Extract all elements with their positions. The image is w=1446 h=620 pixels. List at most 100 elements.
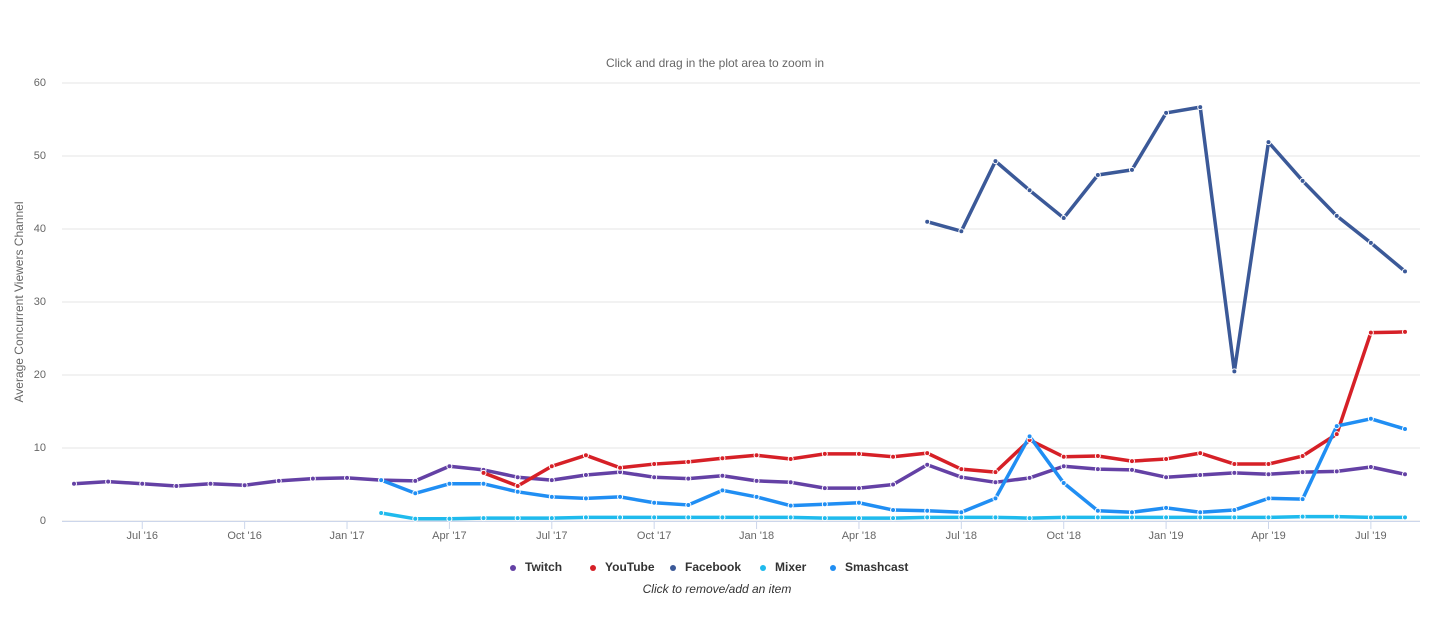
point	[514, 482, 521, 489]
series-line	[482, 330, 1406, 488]
x-tick-label: Jul '19	[1355, 530, 1386, 542]
point	[1367, 514, 1374, 521]
y-tick-label: 10	[34, 442, 46, 454]
point	[1128, 458, 1135, 465]
point	[992, 158, 999, 165]
point	[548, 515, 555, 522]
point	[1299, 177, 1306, 184]
series-line	[73, 463, 1406, 490]
point	[1402, 514, 1408, 521]
point	[1367, 415, 1374, 422]
point	[617, 493, 624, 500]
point	[924, 450, 931, 457]
point	[992, 469, 999, 476]
point	[548, 477, 555, 484]
point	[821, 485, 828, 492]
point	[1094, 171, 1101, 178]
point	[617, 514, 624, 521]
legend-label: Mixer	[775, 560, 807, 574]
point	[1402, 268, 1408, 275]
point	[173, 482, 180, 489]
point	[1299, 469, 1306, 476]
legend-label: Facebook	[685, 560, 741, 574]
point	[514, 515, 521, 522]
x-tick-label: Jan '19	[1149, 530, 1184, 542]
legend-item[interactable]: Smashcast	[830, 560, 908, 574]
point	[412, 477, 419, 484]
point	[1026, 187, 1033, 194]
point	[1231, 514, 1238, 521]
point	[514, 474, 521, 481]
chart-subtitle: Click and drag in the plot area to zoom …	[606, 56, 824, 70]
point	[1299, 513, 1306, 520]
point	[1197, 514, 1204, 521]
point	[1333, 423, 1340, 430]
point	[1231, 507, 1238, 514]
point	[1060, 215, 1067, 222]
point	[787, 479, 794, 486]
legend-item[interactable]: YouTube	[590, 560, 655, 574]
point	[1265, 495, 1272, 502]
point	[1299, 453, 1306, 460]
point	[480, 480, 487, 487]
point	[821, 515, 828, 522]
x-tick-label: Oct '16	[227, 530, 262, 542]
point	[651, 474, 658, 481]
point	[992, 514, 999, 521]
point	[685, 501, 692, 508]
point	[1163, 514, 1170, 521]
legend-item[interactable]: Facebook	[670, 560, 741, 574]
point	[1299, 496, 1306, 503]
point	[582, 514, 589, 521]
point	[787, 455, 794, 462]
point	[1402, 426, 1408, 433]
point	[992, 495, 999, 502]
legend-label: Twitch	[525, 560, 562, 574]
point	[1402, 328, 1408, 335]
y-tick-label: 50	[34, 150, 46, 162]
point	[651, 514, 658, 521]
point	[1094, 514, 1101, 521]
legend-item[interactable]: Twitch	[510, 560, 562, 574]
point	[719, 472, 726, 479]
point	[1367, 463, 1374, 470]
legend-label: Smashcast	[845, 560, 908, 574]
point	[1197, 450, 1204, 457]
point	[1333, 513, 1340, 520]
point	[548, 463, 555, 470]
point	[958, 228, 965, 235]
x-tick-label: Oct '17	[637, 530, 672, 542]
point	[787, 514, 794, 521]
point	[958, 466, 965, 473]
point	[1367, 239, 1374, 246]
y-tick-label: 0	[40, 515, 46, 527]
point	[1231, 368, 1238, 375]
y-tick-label: 40	[34, 223, 46, 235]
point	[275, 477, 282, 484]
x-tick-label: Jul '16	[127, 530, 158, 542]
point	[651, 499, 658, 506]
x-tick-label: Jul '18	[946, 530, 977, 542]
point	[719, 455, 726, 462]
point	[1060, 463, 1067, 470]
point	[685, 475, 692, 482]
point	[1026, 474, 1033, 481]
point	[719, 487, 726, 494]
point	[1128, 466, 1135, 473]
x-tick-label: Apr '18	[842, 530, 877, 542]
x-tick-label: Apr '19	[1251, 530, 1286, 542]
point	[992, 479, 999, 486]
point	[958, 514, 965, 521]
point	[924, 514, 931, 521]
point	[1265, 139, 1272, 146]
point	[1197, 509, 1204, 516]
legend-item[interactable]: Mixer	[760, 560, 807, 574]
point	[1265, 514, 1272, 521]
point	[139, 480, 146, 487]
point	[855, 515, 862, 522]
point	[855, 485, 862, 492]
point	[1060, 514, 1067, 521]
point	[446, 515, 453, 522]
point	[787, 502, 794, 509]
